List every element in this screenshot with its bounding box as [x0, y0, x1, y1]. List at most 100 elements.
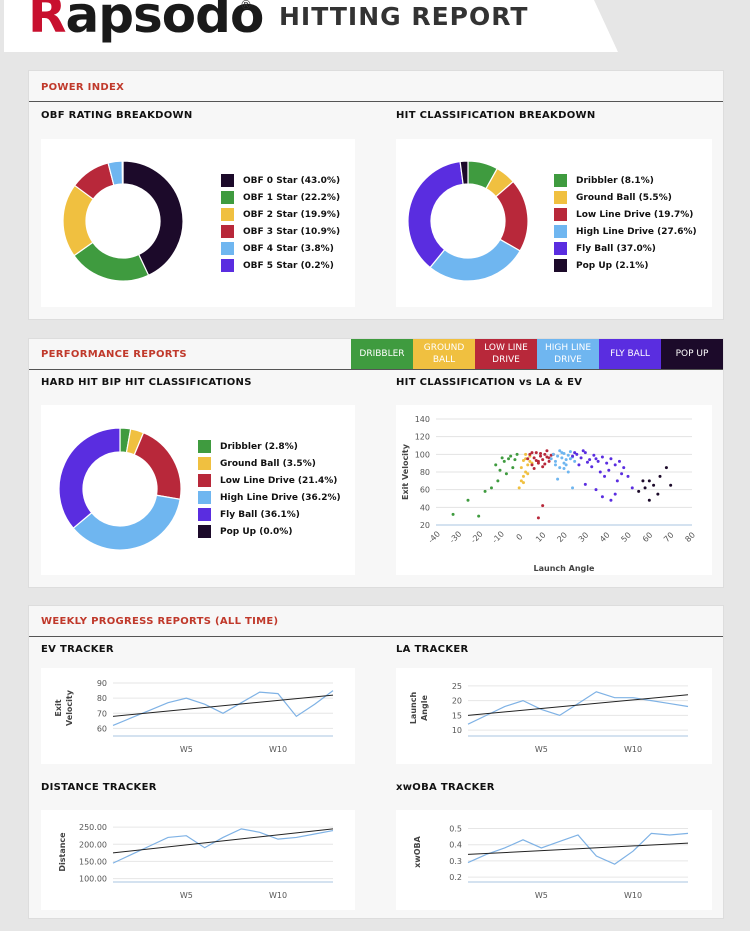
la-tracker-chart: 10 15 20 25 W5 W10 Launch Angle [409, 682, 689, 754]
hit-class-slice-pop-up [459, 160, 469, 185]
scatter-point-fly-ball [581, 449, 585, 453]
y-tick-label: 25 [452, 682, 462, 691]
scatter-point-low-line-drive [543, 452, 547, 456]
legend-label: Fly Ball (37.0%) [576, 243, 656, 254]
tab-high-line-drive[interactable]: HIGH LINE DRIVE [537, 339, 599, 369]
hit-class-legend-item-ground-ball: Ground Ball (5.5%) [554, 189, 697, 206]
y-axis-label: Launch [409, 692, 418, 725]
scatter-point-low-line-drive [530, 451, 534, 455]
x-tick-label: W5 [180, 891, 193, 900]
scatter-point-high-line-drive [560, 451, 564, 455]
legend-label: OBF 3 Star (10.9%) [243, 226, 341, 237]
legend-swatch [554, 225, 567, 238]
y-tick-label: 60 [420, 486, 430, 495]
x-tick-label: 50 [619, 530, 633, 544]
report-header: Rapsodo ® HITTING REPORT [4, 0, 618, 52]
x-tick-label: W10 [269, 745, 287, 754]
legend-label: Low Line Drive (19.7%) [576, 209, 694, 220]
legend-swatch [198, 491, 211, 504]
scatter-point-pop-up [647, 498, 651, 502]
section-divider [29, 369, 723, 370]
scatter-point-ground-ball [517, 486, 521, 490]
hard-hit-legend-item-low-line-drive: Low Line Drive (21.4%) [198, 472, 341, 489]
scatter-point-fly-ball [598, 470, 602, 474]
legend-label: Dribbler (2.8%) [220, 441, 298, 452]
distance-tracker-title: DISTANCE TRACKER [41, 782, 157, 793]
y-tick-label: 10 [452, 726, 462, 735]
hit-class-legend-item-fly-ball: Fly Ball (37.0%) [554, 240, 697, 257]
scatter-point-fly-ball [607, 468, 611, 472]
scatter-point-high-line-drive [573, 459, 577, 463]
scatter-point-low-line-drive [539, 454, 543, 458]
hard-hit-legend-item-ground-ball: Ground Ball (3.5%) [198, 455, 341, 472]
scatter-point-dribbler [498, 468, 502, 472]
scatter-point-pop-up [664, 466, 668, 470]
x-tick-label: 0 [515, 532, 525, 542]
la-tracker-title: LA TRACKER [396, 644, 469, 655]
scatter-point-ground-ball [521, 481, 525, 485]
scatter-point-low-line-drive [534, 451, 538, 455]
tracker-line [112, 690, 334, 726]
obf-slice-obf-0-star [122, 160, 184, 277]
tab-ground-ball[interactable]: GROUND BALL [413, 339, 475, 369]
scatter-point-low-line-drive [534, 459, 538, 463]
scatter-chart: 20 40 60 80 100 120 140 -40 -30 -20 -10 0 10 20 30 40 50… [401, 415, 697, 573]
obf-legend: OBF 0 Star (43.0%) OBF 1 Star (22.2%) OBF … [221, 172, 340, 274]
scatter-point-ground-ball [519, 466, 523, 470]
scatter-point-ground-ball [528, 459, 532, 463]
hit-class-legend-item-dribbler: Dribbler (8.1%) [554, 172, 697, 189]
scatter-point-fly-ball [613, 492, 617, 496]
scatter-point-dribbler [502, 459, 506, 463]
legend-swatch [554, 191, 567, 204]
x-tick-label: 10 [534, 530, 548, 544]
scatter-point-high-line-drive [566, 453, 570, 457]
scatter-point-fly-ball [603, 474, 607, 478]
ev-tracker-title: EV TRACKER [41, 644, 114, 655]
performance-title: PERFORMANCE REPORTS [41, 349, 187, 360]
scatter-point-low-line-drive [532, 456, 536, 460]
trend-line [112, 828, 334, 854]
xwoba-tracker-card: 0.2 0.3 0.4 0.5 W5 W10 xwOBA [396, 810, 712, 910]
obf-legend-item-obf-1-star: OBF 1 Star (22.2%) [221, 189, 340, 206]
legend-label: Ground Ball (3.5%) [220, 458, 316, 469]
y-tick-label: 20 [452, 697, 462, 706]
y-axis-label: Distance [58, 832, 67, 872]
tracker-line [112, 828, 334, 864]
scatter-point-high-line-drive [551, 452, 555, 456]
y-tick-label: 0.5 [449, 824, 462, 833]
tab-fly-ball[interactable]: FLY BALL [599, 339, 661, 369]
distance-tracker-card: 100.00 150.00 200.00 250.00 W5 W10 Distance [41, 810, 355, 910]
scatter-point-low-line-drive [541, 465, 545, 469]
scatter-point-low-line-drive [526, 457, 530, 461]
obf-rating-title: OBF RATING BREAKDOWN [41, 110, 193, 121]
legend-label: OBF 2 Star (19.9%) [243, 209, 341, 220]
report-title: HITTING REPORT [279, 2, 529, 31]
y-tick-label: 15 [452, 711, 462, 720]
tab-low-line-drive[interactable]: LOW LINE DRIVE [475, 339, 537, 369]
power-index-title: POWER INDEX [41, 82, 125, 93]
ev-tracker-card: 60 70 80 90 W5 W10 Exit Velocity [41, 668, 355, 764]
hit-class-donut-chart [407, 160, 529, 282]
legend-label: OBF 0 Star (43.0%) [243, 175, 341, 186]
distance-tracker-chart: 100.00 150.00 200.00 250.00 W5 W10 Distance [58, 823, 334, 900]
hard-hit-legend-item-dribbler: Dribbler (2.8%) [198, 438, 341, 455]
legend-swatch [221, 259, 234, 272]
y-tick-label: 0.4 [449, 841, 462, 850]
scatter-point-low-line-drive [545, 449, 549, 453]
hit-class-legend-item-pop-up: Pop Up (2.1%) [554, 257, 697, 274]
legend-swatch [198, 525, 211, 538]
hard-hit-legend-item-fly-ball: Fly Ball (36.1%) [198, 506, 341, 523]
tab-pop-up[interactable]: POP UP [661, 339, 723, 369]
power-index-panel: POWER INDEX OBF RATING BREAKDOWN HIT CLA… [28, 70, 724, 320]
scatter-point-ground-ball [521, 474, 525, 478]
legend-swatch [221, 242, 234, 255]
scatter-point-high-line-drive [556, 477, 560, 481]
scatter-point-low-line-drive [530, 463, 534, 467]
scatter-point-fly-ball [620, 472, 624, 476]
y-tick-label: 200.00 [79, 840, 107, 849]
scatter-point-dribbler [509, 454, 513, 458]
x-tick-label: 60 [641, 530, 655, 544]
tab-dribbler[interactable]: DRIBBLER [351, 339, 413, 369]
legend-swatch [198, 440, 211, 453]
y-tick-label: 20 [420, 521, 430, 530]
